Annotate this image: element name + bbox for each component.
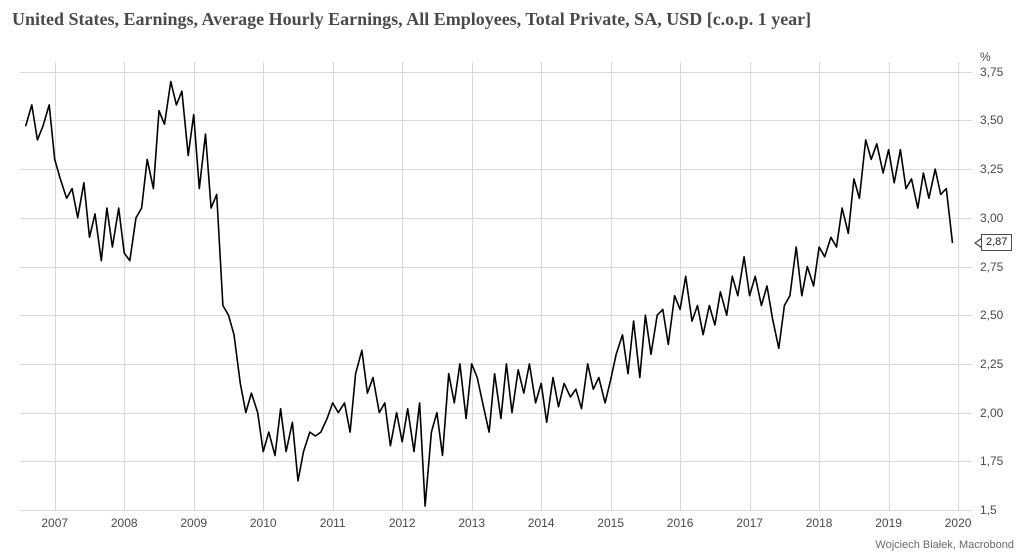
credit-line: Wojciech Białek, Macrobond	[875, 539, 1014, 551]
chart-svg	[0, 0, 1024, 555]
last-value-label: 2,87	[981, 234, 1012, 251]
data-series-line	[26, 82, 953, 507]
line-chart: 1,51,752,002,252,502,753,003,253,503,75%…	[0, 0, 1024, 555]
